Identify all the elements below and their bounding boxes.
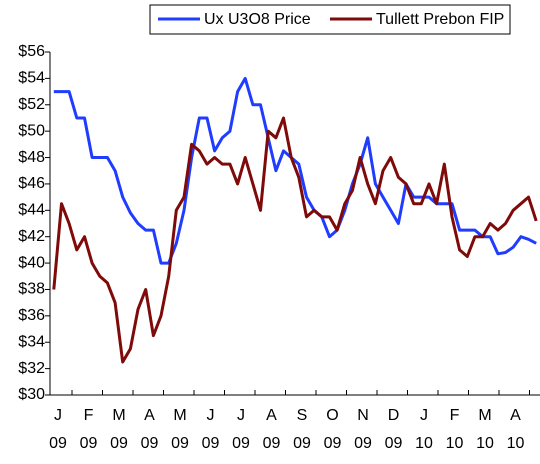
x-tick-label: F [450, 407, 460, 424]
x-tick-label: J [207, 407, 215, 424]
x-tick-label: 09 [324, 435, 342, 452]
x-tick-label: 09 [110, 435, 128, 452]
x-tick-label: 10 [415, 435, 433, 452]
x-tick-label: 09 [80, 435, 98, 452]
y-tick-label: $50 [18, 122, 45, 139]
y-tick-label: $42 [18, 228, 45, 245]
x-tick-label: 09 [141, 435, 159, 452]
y-tick-label: $36 [18, 307, 45, 324]
x-tick-label: J [54, 407, 62, 424]
x-tick-label: O [326, 407, 338, 424]
y-tick-label: $52 [18, 96, 45, 113]
legend-label: Tullett Prebon FIP [376, 11, 504, 28]
x-tick-label: A [510, 407, 521, 424]
legend-label: Ux U3O8 Price [204, 11, 311, 28]
x-tick-label: D [388, 407, 400, 424]
x-tick-label: 09 [49, 435, 67, 452]
y-tick-label: $46 [18, 175, 45, 192]
x-tick-label: M [173, 407, 186, 424]
x-tick-label: 09 [202, 435, 220, 452]
x-tick-label: 09 [385, 435, 403, 452]
x-tick-label: S [297, 407, 308, 424]
x-tick-label: A [144, 407, 155, 424]
x-tick-label: J [237, 407, 245, 424]
y-tick-label: $30 [18, 386, 45, 403]
x-tick-label: 10 [446, 435, 464, 452]
x-tick-label: 10 [476, 435, 494, 452]
series-line [52, 116, 538, 364]
x-tick-label: M [112, 407, 125, 424]
y-tick-label: $34 [18, 333, 45, 350]
y-tick-label: $56 [18, 43, 45, 60]
y-tick-label: $32 [18, 360, 45, 377]
y-tick-label: $48 [18, 149, 45, 166]
x-tick-label: A [266, 407, 277, 424]
series-line [53, 76, 537, 265]
y-tick-label: $44 [18, 202, 45, 219]
x-tick-label: 09 [263, 435, 281, 452]
x-tick-label: F [84, 407, 94, 424]
x-tick-label: M [478, 407, 491, 424]
x-tick-label: N [357, 407, 369, 424]
x-tick-label: 09 [293, 435, 311, 452]
y-tick-label: $40 [18, 254, 45, 271]
x-tick-label: 10 [507, 435, 525, 452]
x-tick-label: 09 [171, 435, 189, 452]
x-tick-label: 09 [354, 435, 372, 452]
y-tick-label: $54 [18, 70, 45, 87]
x-tick-label: J [420, 407, 428, 424]
y-tick-label: $38 [18, 281, 45, 298]
x-tick-label: 09 [232, 435, 250, 452]
